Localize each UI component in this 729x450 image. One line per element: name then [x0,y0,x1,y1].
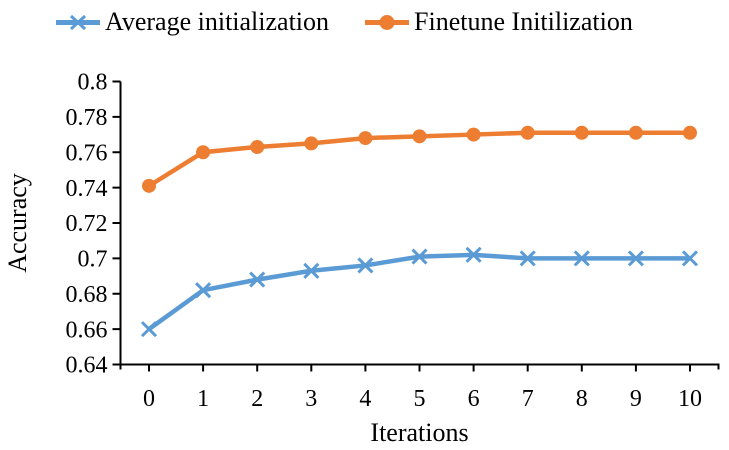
axis-lines [119,81,720,370]
y-tick-label: 0.76 [66,140,108,166]
data-point-marker [142,178,156,193]
x-tick-label: 1 [197,386,209,412]
data-point-marker [357,257,374,274]
x-axis-title: Iterations [370,418,468,447]
data-point-marker [573,250,590,267]
data-point-marker [358,131,373,146]
data-point-marker [465,246,482,263]
x-tick-label: 7 [522,386,534,412]
y-axis: 0.64 0.66 0.68 0.7 0.72 0.74 0.76 0.78 0.8 [66,70,121,379]
y-tick-label: 0.7 [78,247,108,273]
data-point-marker [628,125,643,140]
y-tick-label: 0.72 [66,211,108,237]
data-point-marker [627,250,644,267]
data-point-marker [412,129,427,144]
x-tick-label: 5 [414,386,426,412]
x-tick-label: 6 [468,386,480,412]
data-point-marker [574,125,589,140]
x-axis: 0 1 2 3 4 5 6 7 8 9 10 [143,364,702,412]
data-point-marker [466,127,481,142]
data-point-marker [681,250,699,267]
legend-label: Average initialization [105,7,330,36]
x-tick-label: 10 [678,386,702,412]
x-tick-label: 8 [576,386,588,412]
y-tick-label: 0.68 [66,282,108,308]
data-point-marker [520,125,535,140]
y-tick-label: 0.8 [78,70,108,96]
y-tick-label: 0.74 [66,176,108,202]
y-tick-label: 0.78 [66,105,108,131]
data-point-marker [140,321,158,338]
x-tick-label: 9 [630,386,642,412]
y-tick-label: 0.66 [66,317,108,343]
legend-item-finetune-initilization: Finetune Initilization [365,6,633,38]
x-tick-label: 3 [305,386,317,412]
y-tick-label: 0.64 [66,353,108,379]
x-tick-label: 4 [359,386,371,412]
data-point-marker [304,136,319,151]
data-point-marker [249,271,266,288]
line-x-marker-icon [56,14,100,30]
data-point-marker [683,125,697,140]
data-point-marker [411,248,428,265]
data-point-marker [195,282,212,299]
line-circle-marker-icon [365,14,410,30]
series-average-initialization [140,246,699,338]
data-point-marker [303,262,320,279]
x-tick-label: 0 [143,386,155,412]
legend: Average initialization Finetune Initiliz… [0,6,729,38]
legend-label: Finetune Initilization [414,7,633,36]
data-point-marker [519,250,536,267]
y-axis-title: Accuracy [3,173,32,273]
series-finetune-initilization [142,125,697,193]
legend-item-average-initialization: Average initialization [56,6,329,38]
data-point-marker [196,145,211,160]
x-tick-label: 2 [251,386,263,412]
data-point-marker [250,139,265,154]
axes [119,81,720,370]
series-line [147,252,690,331]
